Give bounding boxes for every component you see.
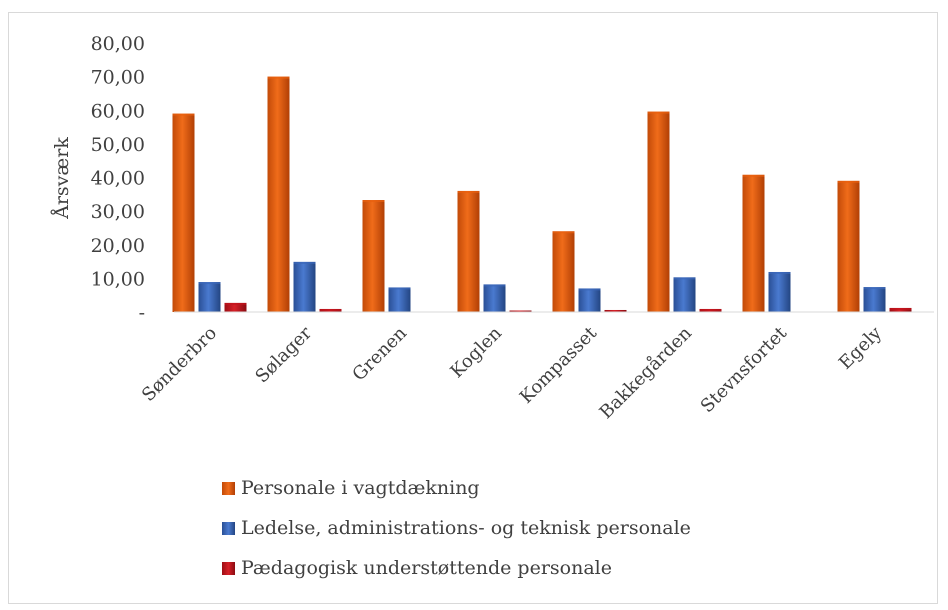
legend-label: Pædagogisk understøttende personale [241,557,612,579]
legend-swatch [222,521,235,535]
x-tick-label: Kompasset [516,322,602,408]
bar-0-0 [172,113,195,312]
bar-cap-0-3 [457,190,480,193]
legend-swatch [222,481,235,495]
bar-cap-1-0 [198,282,221,285]
bar-chart: Årsværk - 10,00 20,00 30,00 40,00 50,00 60,00 7… [51,33,934,423]
x-tick-label: Koglen [446,322,506,382]
bar-1-6 [768,271,791,312]
y-axis-title: Årsværk [51,137,73,220]
bar-cap-2-5 [699,308,722,311]
bar-cap-0-2 [362,200,385,203]
bar-cap-0-1 [267,76,290,79]
bar-2-4 [604,309,627,312]
bar-cap-1-4 [578,288,601,291]
y-tick-label: 10,00 [91,268,145,290]
y-tick-label: 50,00 [91,134,145,156]
y-tick-label: 20,00 [91,235,145,257]
bar-cap-1-7 [863,287,886,290]
y-tick-label: 30,00 [91,201,145,223]
bar-0-1 [267,76,290,312]
y-tick-label: 60,00 [91,100,145,122]
x-tick-label: Stevnsfortet [697,322,792,417]
bar-1-2 [388,287,411,312]
legend: Personale i vagtdækning Ledelse, adminis… [222,468,691,588]
bar-cap-1-6 [768,271,791,274]
y-axis: - 10,00 20,00 30,00 40,00 50,00 60,00 70,00 80,0… [91,33,145,324]
x-tick-label: Egely [835,322,887,374]
x-tick-label: Sølager [251,322,316,387]
bar-0-3 [457,190,480,312]
bar-series [172,76,912,312]
bar-0-6 [742,174,765,312]
x-tick-label: Sønderbro [138,323,221,406]
bar-cap-2-7 [889,307,912,310]
legend-label: Ledelse, administrations- og teknisk per… [241,517,691,539]
bar-cap-2-1 [319,308,342,311]
bar-0-2 [362,200,385,312]
legend-label: Personale i vagtdækning [241,477,480,499]
legend-item-personale: Personale i vagtdækning [222,468,691,508]
bar-cap-1-1 [293,261,316,264]
y-tick-label: 70,00 [91,67,145,89]
bar-1-3 [483,284,506,312]
bar-0-5 [647,111,670,312]
bar-cap-0-4 [552,231,575,234]
bar-cap-0-0 [172,113,195,116]
bar-2-3 [509,310,532,312]
bar-cap-0-5 [647,111,670,114]
bar-1-4 [578,288,601,312]
bar-0-7 [837,180,860,312]
bar-0-4 [552,231,575,312]
bar-cap-2-0 [224,302,247,305]
bar-cap-0-6 [742,174,765,177]
bar-cap-1-5 [673,277,696,280]
y-tick-label: 80,00 [91,33,145,55]
bar-1-7 [863,287,886,312]
x-axis: Sønderbro Sølager Grenen Koglen KompassetBak… [138,322,887,423]
y-tick-label: - [139,302,145,324]
y-tick-label: 40,00 [91,168,145,190]
legend-swatch [222,561,235,575]
bar-cap-0-7 [837,180,860,183]
bar-1-5 [673,277,696,312]
bar-1-0 [198,282,221,312]
legend-item-paedagogisk: Pædagogisk understøttende personale [222,548,691,588]
x-tick-label: Grenen [348,322,411,385]
legend-item-ledelse: Ledelse, administrations- og teknisk per… [222,508,691,548]
bar-2-0 [224,302,247,312]
bar-cap-1-2 [388,287,411,290]
bar-cap-1-3 [483,284,506,287]
x-tick-label: Bakkegården [595,322,696,423]
bar-1-1 [293,261,316,312]
bar-2-7 [889,307,912,312]
